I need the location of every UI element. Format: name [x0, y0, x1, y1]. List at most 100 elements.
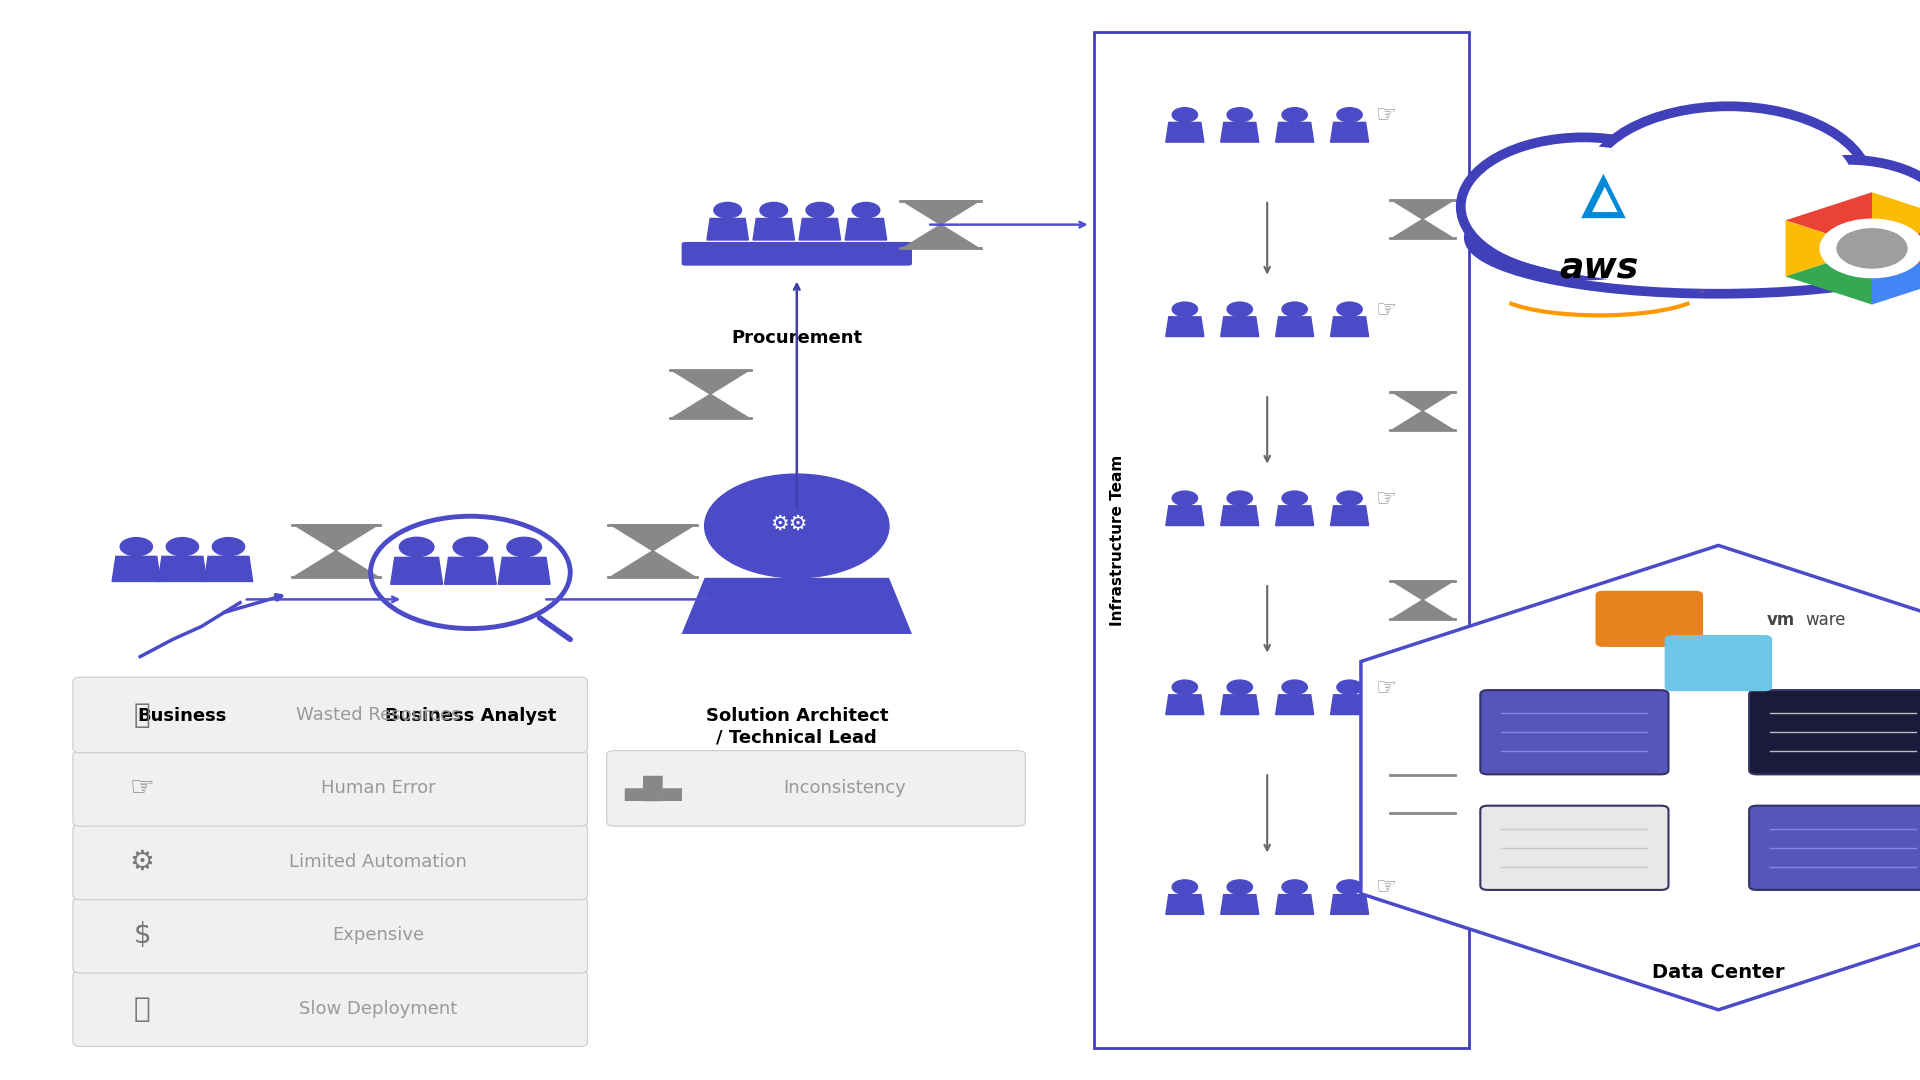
Text: vm: vm	[1766, 611, 1795, 629]
Polygon shape	[1275, 894, 1313, 915]
Circle shape	[852, 202, 879, 218]
Polygon shape	[1331, 316, 1369, 337]
FancyBboxPatch shape	[1094, 32, 1469, 1048]
Circle shape	[806, 202, 833, 218]
Circle shape	[1227, 491, 1252, 505]
Text: Human Error: Human Error	[321, 780, 436, 797]
Polygon shape	[1331, 505, 1369, 526]
FancyBboxPatch shape	[73, 824, 588, 900]
Polygon shape	[1275, 505, 1313, 526]
Circle shape	[453, 537, 488, 557]
Circle shape	[399, 537, 434, 557]
Polygon shape	[1165, 122, 1204, 143]
FancyBboxPatch shape	[1749, 806, 1920, 890]
Text: ▄█▄: ▄█▄	[624, 775, 682, 801]
Circle shape	[1171, 880, 1198, 894]
Circle shape	[1283, 880, 1308, 894]
FancyBboxPatch shape	[607, 751, 1025, 826]
Circle shape	[1336, 302, 1363, 316]
Circle shape	[1476, 146, 1692, 267]
Text: Procurement: Procurement	[732, 329, 862, 348]
Polygon shape	[294, 525, 378, 551]
Text: ware: ware	[1805, 611, 1845, 629]
Text: System/ NW
Administrators: System/ NW Administrators	[1213, 392, 1321, 424]
Polygon shape	[902, 225, 979, 248]
Text: ☞: ☞	[1375, 676, 1398, 700]
Polygon shape	[672, 394, 749, 418]
Text: Business: Business	[138, 707, 227, 726]
FancyBboxPatch shape	[1480, 806, 1668, 890]
Circle shape	[1283, 108, 1308, 122]
Circle shape	[1283, 491, 1308, 505]
Circle shape	[1227, 880, 1252, 894]
Circle shape	[121, 538, 152, 556]
Text: $: $	[132, 921, 152, 949]
Polygon shape	[1275, 122, 1313, 143]
Polygon shape	[1786, 248, 1872, 305]
Polygon shape	[1786, 192, 1872, 248]
Polygon shape	[1872, 220, 1920, 276]
Polygon shape	[1331, 122, 1369, 143]
Text: Infrastructure Team: Infrastructure Team	[1110, 455, 1125, 625]
Text: Data Center: Data Center	[1651, 962, 1786, 982]
Polygon shape	[902, 201, 979, 225]
Polygon shape	[1221, 694, 1260, 715]
Polygon shape	[1786, 220, 1872, 276]
FancyBboxPatch shape	[1480, 690, 1668, 774]
Polygon shape	[1392, 411, 1453, 430]
Polygon shape	[1392, 775, 1453, 795]
Circle shape	[1603, 114, 1855, 257]
Polygon shape	[1392, 219, 1453, 239]
Text: ⛎: ⛎	[134, 701, 150, 729]
Circle shape	[1171, 491, 1198, 505]
FancyBboxPatch shape	[73, 897, 588, 973]
Text: ⚙⚙: ⚙⚙	[770, 514, 808, 534]
Polygon shape	[1392, 200, 1453, 219]
Circle shape	[1336, 680, 1363, 694]
Text: Solution Architect
/ Technical Lead: Solution Architect / Technical Lead	[705, 707, 889, 746]
Circle shape	[1283, 302, 1308, 316]
Polygon shape	[1165, 316, 1204, 337]
Polygon shape	[1392, 600, 1453, 619]
Text: Limited Automation: Limited Automation	[290, 853, 467, 870]
Polygon shape	[845, 218, 887, 240]
Circle shape	[705, 474, 889, 578]
Circle shape	[1820, 219, 1920, 278]
Polygon shape	[1221, 316, 1260, 337]
Polygon shape	[1392, 392, 1453, 411]
Circle shape	[1336, 108, 1363, 122]
FancyBboxPatch shape	[1749, 690, 1920, 774]
Polygon shape	[672, 370, 749, 394]
Polygon shape	[1275, 316, 1313, 337]
Text: Expensive: Expensive	[332, 927, 424, 944]
Circle shape	[760, 202, 787, 218]
Circle shape	[1171, 108, 1198, 122]
Circle shape	[1227, 680, 1252, 694]
Polygon shape	[799, 218, 841, 240]
Circle shape	[507, 537, 541, 557]
Polygon shape	[1221, 122, 1260, 143]
Polygon shape	[294, 551, 378, 577]
FancyBboxPatch shape	[1665, 635, 1772, 691]
Polygon shape	[157, 556, 207, 581]
Polygon shape	[1221, 894, 1260, 915]
Text: ▲: ▲	[1580, 166, 1626, 222]
FancyBboxPatch shape	[73, 971, 588, 1047]
Text: Field Engineers: Field Engineers	[1212, 198, 1323, 213]
Polygon shape	[1392, 795, 1453, 813]
Polygon shape	[1165, 505, 1204, 526]
Polygon shape	[111, 556, 161, 581]
Circle shape	[1227, 302, 1252, 316]
Polygon shape	[1165, 894, 1204, 915]
Polygon shape	[682, 578, 912, 634]
FancyBboxPatch shape	[73, 677, 588, 753]
Text: Application team: Application team	[1206, 970, 1329, 985]
Polygon shape	[444, 557, 495, 584]
FancyBboxPatch shape	[682, 242, 912, 266]
Text: aws: aws	[1559, 251, 1640, 285]
Text: ☞: ☞	[131, 774, 154, 802]
Circle shape	[1747, 160, 1920, 274]
Polygon shape	[1331, 694, 1369, 715]
Circle shape	[1588, 106, 1870, 266]
Text: Business Analyst: Business Analyst	[384, 707, 557, 726]
